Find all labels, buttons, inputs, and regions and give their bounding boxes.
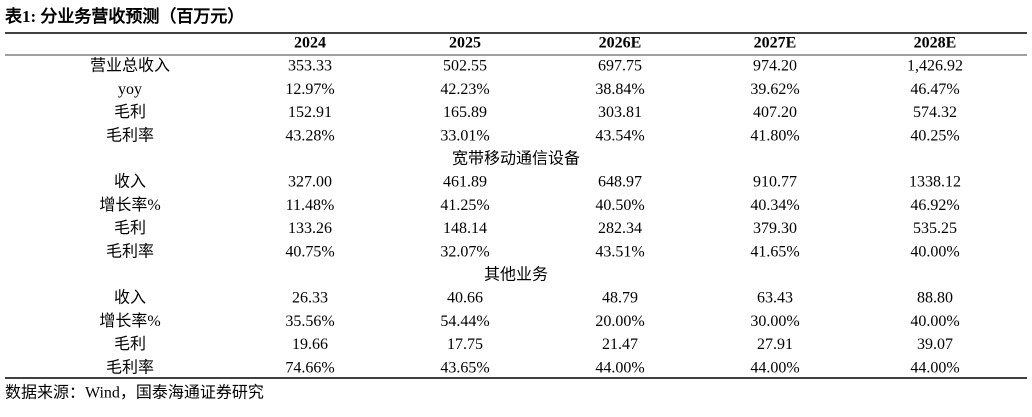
- cell: 33.01%: [440, 127, 489, 144]
- cell: 461.89: [443, 174, 487, 191]
- cell: 697.75: [598, 58, 642, 75]
- cell: 41.65%: [750, 243, 799, 260]
- cell: 46.47%: [910, 81, 959, 98]
- cell: 43.54%: [595, 127, 644, 144]
- cell: 41.25%: [440, 197, 489, 214]
- cell: 40.34%: [750, 197, 799, 214]
- cell: 574.32: [913, 104, 957, 121]
- column-header: 2028E: [914, 35, 957, 52]
- cell: 11.48%: [286, 197, 335, 214]
- cell: 1338.12: [909, 174, 961, 191]
- row-label: 毛利率: [106, 126, 154, 144]
- cell: 353.33: [288, 58, 332, 75]
- row-label: 收入: [114, 289, 146, 307]
- row-label: 毛利: [114, 103, 146, 121]
- cell: 502.55: [443, 58, 487, 75]
- cell: 44.00%: [910, 359, 959, 376]
- row-label: 毛利: [114, 219, 146, 237]
- cell: 32.07%: [440, 243, 489, 260]
- cell: 12.97%: [285, 81, 334, 98]
- cell: 40.00%: [910, 243, 959, 260]
- source-note: 数据来源：Wind，国泰海通证券研究: [5, 384, 264, 402]
- cell: 21.47: [602, 336, 638, 353]
- cell: 44.00%: [595, 359, 644, 376]
- cell: 63.43: [757, 290, 793, 307]
- cell: 303.81: [598, 104, 642, 121]
- cell: 133.26: [288, 220, 332, 237]
- cell: 46.92%: [910, 197, 959, 214]
- cell: 41.80%: [750, 127, 799, 144]
- cell: 30.00%: [750, 313, 799, 330]
- table-title: 表1: 分业务营收预测（百万元）: [5, 6, 244, 26]
- cell: 974.20: [753, 58, 797, 75]
- cell: 27.91: [757, 336, 793, 353]
- cell: 165.89: [443, 104, 487, 121]
- cell: 35.56%: [285, 313, 334, 330]
- row-label: 营业总收入: [90, 57, 170, 75]
- cell: 40.25%: [910, 127, 959, 144]
- cell: 19.66: [292, 336, 328, 353]
- column-header: 2027E: [754, 35, 797, 52]
- cell: 282.34: [598, 220, 642, 237]
- row-label: yoy: [118, 81, 142, 98]
- cell: 39.07: [917, 336, 953, 353]
- cell: 20.00%: [595, 313, 644, 330]
- section-title: 宽带移动通信设备: [452, 149, 580, 167]
- cell: 48.79: [602, 290, 638, 307]
- cell: 88.80: [917, 290, 953, 307]
- row-label: 毛利率: [106, 242, 154, 260]
- cell: 43.28%: [285, 127, 334, 144]
- row-label: 增长率%: [99, 312, 160, 330]
- column-header: 2024: [294, 35, 326, 52]
- cell: 40.00%: [910, 313, 959, 330]
- cell: 379.30: [753, 220, 797, 237]
- cell: 40.75%: [285, 243, 334, 260]
- cell: 26.33: [292, 290, 328, 307]
- cell: 1,426.92: [907, 58, 963, 75]
- column-header: 2026E: [599, 35, 642, 52]
- cell: 535.25: [913, 220, 957, 237]
- cell: 43.65%: [440, 359, 489, 376]
- cell: 40.66: [447, 290, 483, 307]
- section-title: 其他业务: [484, 265, 548, 283]
- row-label: 毛利: [114, 335, 146, 353]
- row-label: 收入: [114, 173, 146, 191]
- cell: 54.44%: [440, 313, 489, 330]
- row-label: 毛利率: [106, 358, 154, 376]
- cell: 17.75: [447, 336, 483, 353]
- cell: 148.14: [443, 220, 487, 237]
- cell: 38.84%: [595, 81, 644, 98]
- cell: 648.97: [598, 174, 642, 191]
- cell: 44.00%: [750, 359, 799, 376]
- cell: 407.20: [753, 104, 797, 121]
- cell: 42.23%: [440, 81, 489, 98]
- column-header: 2025: [449, 35, 481, 52]
- cell: 39.62%: [750, 81, 799, 98]
- cell: 910.77: [753, 174, 797, 191]
- row-label: 增长率%: [99, 196, 160, 214]
- cell: 43.51%: [595, 243, 644, 260]
- cell: 152.91: [288, 104, 332, 121]
- cell: 327.00: [288, 174, 332, 191]
- cell: 40.50%: [595, 197, 644, 214]
- cell: 74.66%: [285, 359, 334, 376]
